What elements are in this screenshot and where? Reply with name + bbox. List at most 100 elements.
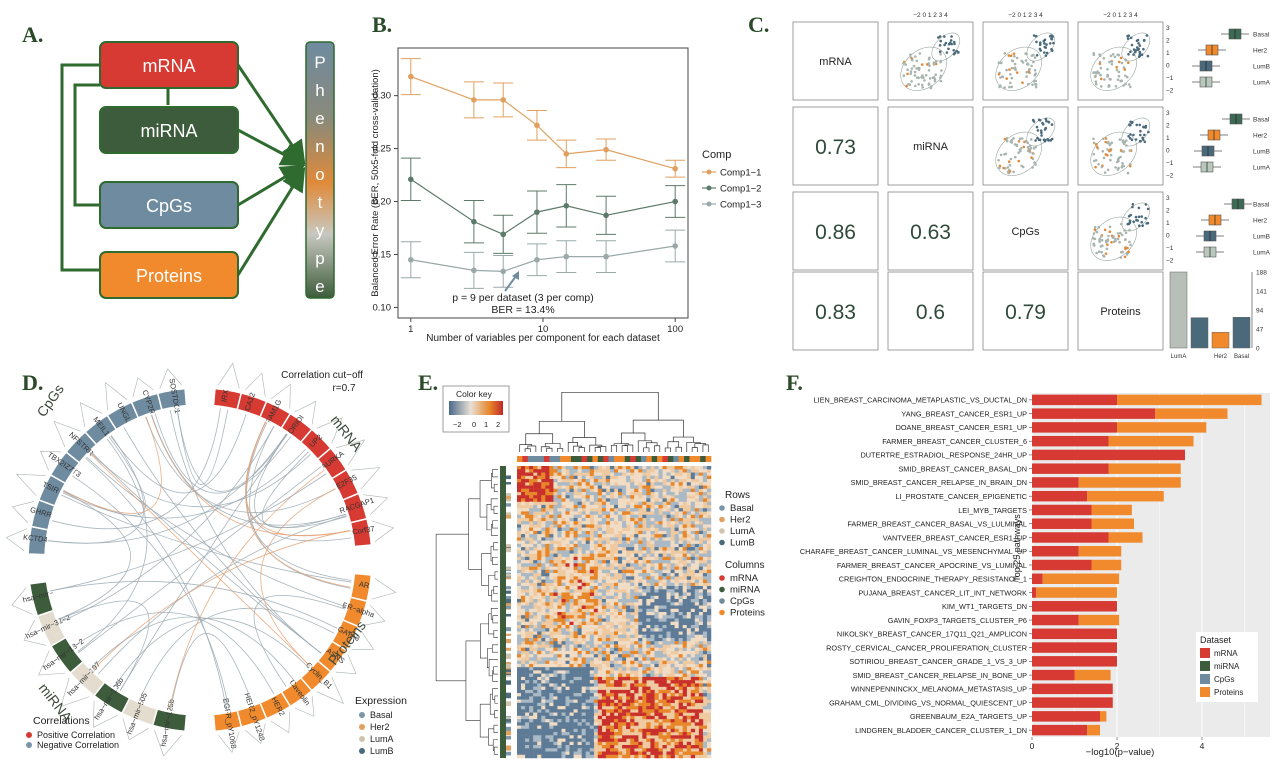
heatmap-cell — [707, 696, 712, 700]
heatmap-cell — [589, 725, 595, 730]
expression-line — [335, 654, 357, 675]
heatmap-cell — [622, 485, 627, 489]
heatmap-cell — [634, 722, 639, 726]
arrow-proteins — [236, 166, 306, 276]
scatter-point — [1118, 138, 1122, 141]
heatmap-cell — [569, 638, 574, 642]
heatmap-cell — [545, 751, 550, 755]
heatmap-cell — [573, 475, 578, 480]
heatmap-cell — [597, 543, 603, 548]
scatter-point — [1121, 162, 1124, 165]
heatmap-cell — [525, 696, 530, 700]
heatmap-cell — [529, 673, 534, 678]
heatmap-cell — [690, 689, 696, 694]
heatmap-cell — [597, 595, 603, 600]
heatmap-cell — [662, 605, 667, 609]
heatmap-cell — [593, 530, 599, 535]
heatmap-cell — [553, 537, 558, 541]
heatmap-cell — [698, 660, 704, 665]
heatmap-cell — [646, 602, 651, 606]
heatmap-cell — [642, 504, 647, 509]
heatmap-cell — [670, 676, 675, 681]
heatmap-cell — [537, 472, 542, 476]
heatmap-cell — [585, 638, 590, 642]
heatmap-cell — [610, 683, 615, 687]
heatmap-cell — [686, 638, 692, 642]
heatmap-cell — [553, 676, 558, 681]
gene-label: Corf37 — [351, 524, 375, 537]
heatmap-cell — [618, 550, 623, 554]
heatmap-cell — [694, 537, 700, 541]
scatter-point — [1097, 71, 1101, 75]
heatmap-cell — [618, 579, 623, 584]
heatmap-cell — [698, 504, 704, 509]
heatmap-cell — [573, 556, 578, 561]
heatmap-cell — [605, 482, 611, 486]
heatmap-cell — [678, 683, 683, 687]
heatmap-cell — [577, 660, 582, 665]
heatmap-cell — [581, 670, 586, 674]
rows-legend-label: LumB — [730, 538, 755, 549]
heatmap-cell — [658, 608, 663, 613]
heatmap-cell — [585, 504, 590, 509]
heatmap-cell — [702, 650, 708, 655]
heatmap-cell — [614, 631, 619, 635]
heatmap-cell — [553, 498, 558, 502]
heatmap-cell — [541, 495, 546, 499]
heatmap-cell — [565, 699, 570, 704]
heatmap-cell — [593, 482, 599, 486]
heatmap-cell — [553, 751, 558, 755]
heatmap-cell — [682, 579, 687, 584]
expr-legend-dot — [359, 712, 365, 718]
heatmap-cell — [658, 517, 663, 522]
scatter-point — [1110, 63, 1114, 66]
heatmap-cell — [670, 475, 675, 480]
heatmap-cell — [573, 631, 578, 635]
heatmap-cell — [553, 670, 558, 674]
scatter-point — [1126, 246, 1129, 250]
scatter-point — [1125, 253, 1129, 256]
scatter-point — [1106, 168, 1110, 172]
heatmap-cell — [698, 579, 704, 584]
heatmap-cell — [650, 602, 655, 606]
heatmap-cell — [561, 524, 566, 528]
heatmap-cell — [549, 498, 554, 502]
right-tick-label: 1 — [1166, 220, 1170, 227]
heatmap-cell — [533, 560, 538, 564]
heatmap-cell — [545, 479, 550, 483]
heatmap-cell — [581, 706, 586, 710]
heatmap-cell — [521, 501, 526, 506]
heatmap-cell — [573, 514, 578, 519]
heatmap-cell — [525, 683, 530, 687]
column-sidebar-cell — [543, 456, 550, 462]
scatter-point — [999, 76, 1002, 79]
heatmap-cell — [601, 618, 607, 622]
expr-legend-dot — [359, 736, 365, 742]
heatmap-cell — [666, 725, 671, 730]
scatter-point — [1124, 59, 1128, 62]
heatmap-cell — [561, 683, 566, 687]
heatmap-cell — [525, 492, 530, 496]
heatmap-cell — [581, 566, 586, 571]
heatmap-cell — [541, 540, 546, 545]
heatmap-cell — [698, 485, 704, 489]
heatmap-cell — [517, 527, 522, 532]
correlation-chord — [145, 416, 336, 513]
heatmap-cell — [581, 569, 586, 574]
heatmap-cell — [529, 472, 534, 476]
heatmap-cell — [589, 715, 595, 720]
heatmap-cell — [686, 634, 692, 639]
heatmap-cell — [529, 517, 534, 522]
expression-line — [294, 695, 315, 717]
heatmap-cell — [658, 735, 663, 739]
bar-mrna — [1032, 614, 1079, 626]
correlation-chord — [63, 416, 162, 514]
phenotype-letter: n — [315, 137, 324, 156]
scatter-point — [1094, 159, 1098, 162]
heatmap-cell — [638, 586, 643, 590]
heatmap-cell — [541, 673, 546, 678]
scatter-point — [1019, 149, 1022, 153]
heatmap-cell — [553, 514, 558, 519]
heatmap-cell — [517, 582, 522, 587]
heatmap-cell — [610, 521, 615, 525]
